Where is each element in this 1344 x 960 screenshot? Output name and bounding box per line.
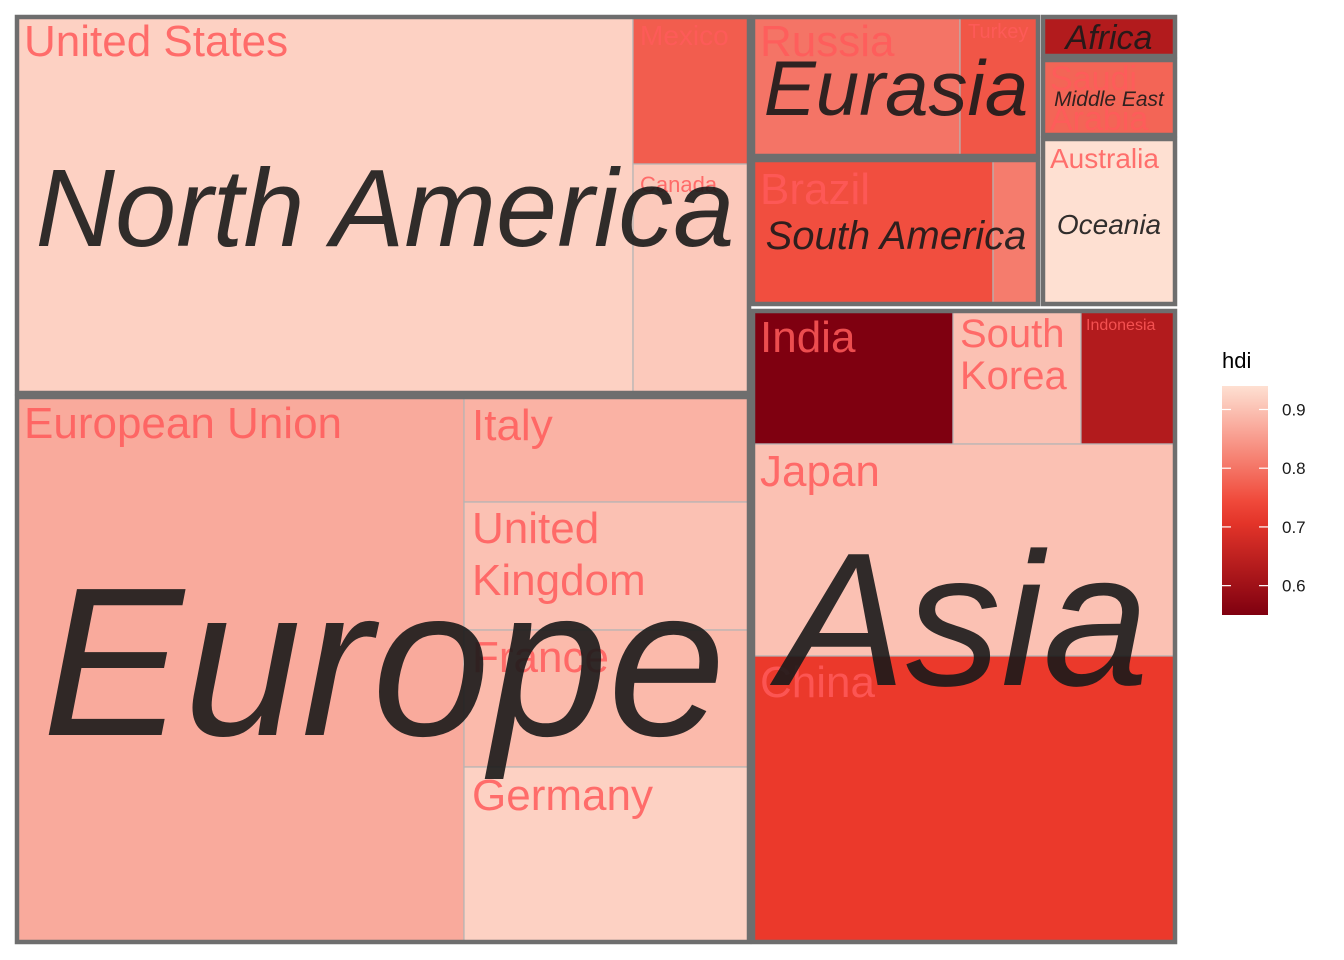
tile-germany (463, 766, 750, 943)
tile-south-korea (952, 310, 1082, 445)
tile-european-union (16, 396, 465, 943)
country-label: Japan (760, 447, 880, 496)
region-label-africa: Africa (1064, 19, 1153, 57)
region-label-europe: Europe (42, 543, 726, 780)
country-label: European Union (24, 399, 342, 448)
country-label: France (472, 633, 609, 682)
tile-canada (632, 163, 750, 394)
country-label: Brazil (760, 165, 870, 214)
tile-australia (1042, 138, 1176, 305)
treemap-tiles (16, 16, 1176, 943)
region-border-south-america (750, 157, 1041, 307)
region-border-oceania (1040, 136, 1178, 307)
region-label-middle-east: Middle East (1054, 88, 1165, 111)
legend-tick-label: 0.6 (1282, 577, 1306, 596)
country-label: Indonesia (1086, 317, 1155, 334)
region-border-asia (750, 308, 1178, 945)
tile-japan (752, 443, 1176, 657)
legend-colorbar (1222, 386, 1268, 615)
tile-united-kingdom (463, 501, 750, 631)
country-label: India (760, 313, 856, 362)
country-label: United Kingdom (472, 504, 646, 605)
country-label: China (760, 658, 875, 707)
tile-united-states (16, 16, 634, 394)
tile-indonesia (1080, 310, 1176, 445)
country-label: United States (24, 17, 288, 66)
tile-mexico (632, 16, 750, 165)
country-label: Italy (472, 401, 553, 450)
legend-title: hdi (1222, 348, 1251, 373)
legend-ticks: 0.6 0.7 0.8 0.9 (1222, 400, 1306, 596)
country-labels: United States Mexico Canada European Union I… (24, 17, 1159, 820)
country-label: Saudi Arabia (1050, 60, 1148, 138)
region-label-asia: Asia (769, 514, 1149, 726)
region-border-north-america (14, 14, 752, 396)
country-label: Germany (472, 771, 653, 820)
country-label: Mexico (640, 20, 729, 51)
region-label-south-america: South America (766, 214, 1027, 258)
tile-brazil (752, 159, 994, 305)
tile-france (463, 629, 750, 768)
region-border-africa (1040, 14, 1178, 59)
region-border-europe (14, 394, 752, 945)
country-label: Australia (1050, 143, 1159, 174)
legend-tick-label: 0.9 (1282, 400, 1306, 419)
region-labels: North America Europe Eurasia Africa Middle E… (36, 19, 1165, 780)
tile-turkey (959, 16, 1039, 157)
tile-italy (463, 396, 750, 503)
legend-tick-label: 0.7 (1282, 518, 1306, 537)
country-label: Russia (760, 17, 895, 66)
tile-saudi-arabia (1042, 59, 1176, 136)
region-border-middle-east (1040, 57, 1178, 138)
region-border-eurasia (750, 14, 1041, 159)
region-label-eurasia: Eurasia (764, 44, 1028, 132)
country-label: South Korea (960, 312, 1067, 398)
legend: hdi 0.6 0.7 0.8 0.9 (1222, 348, 1306, 615)
country-label: Canada (640, 172, 718, 197)
region-label-north-america: North America (36, 147, 735, 270)
tile-china (752, 655, 1176, 943)
legend-tick-label: 0.8 (1282, 459, 1306, 478)
country-label: Turkey (968, 21, 1028, 43)
region-borders (14, 14, 1178, 945)
region-label-oceania: Oceania (1057, 209, 1161, 240)
